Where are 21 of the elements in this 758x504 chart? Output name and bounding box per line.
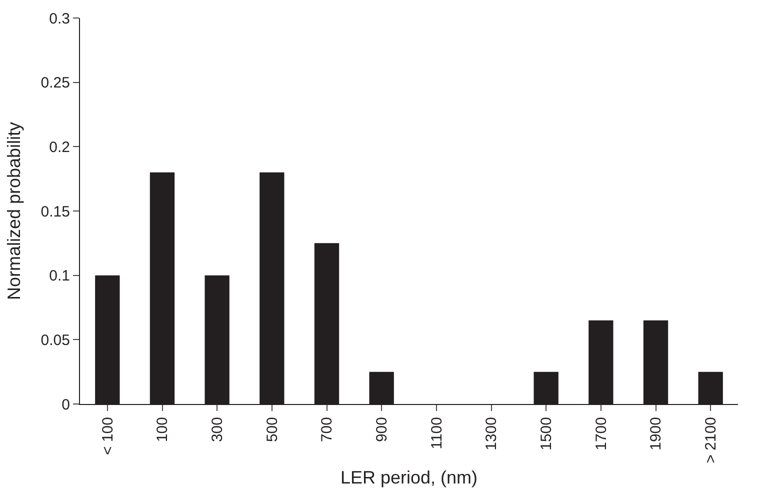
y-tick-label: 0.2 bbox=[49, 138, 70, 156]
x-tick-label: 900 bbox=[373, 417, 390, 442]
y-tick-label: 0.15 bbox=[40, 203, 70, 220]
y-tick-label: 0.1 bbox=[49, 268, 70, 285]
x-tick-label: 700 bbox=[318, 417, 336, 442]
y-tick-label: 0.05 bbox=[40, 332, 70, 349]
x-tick-label: 1900 bbox=[648, 417, 665, 450]
x-tick-label: 1500 bbox=[538, 417, 555, 450]
x-tick-label: 100 bbox=[154, 417, 172, 442]
x-tick-label: < 100 bbox=[99, 417, 116, 455]
y-tick-label: 0.25 bbox=[40, 74, 70, 92]
x-tick-label: 1700 bbox=[592, 417, 610, 450]
x-axis-title: LER period, (nm) bbox=[340, 467, 478, 488]
y-axis-title: Normalized probability bbox=[4, 122, 24, 300]
x-tick-label: 1300 bbox=[483, 417, 500, 450]
x-tick-label: 1100 bbox=[428, 417, 446, 450]
y-tick-label: 0 bbox=[62, 396, 70, 414]
x-tick-label: 500 bbox=[264, 417, 281, 442]
x-tick-label: 300 bbox=[208, 417, 226, 442]
x-tick-label: > 2100 bbox=[702, 417, 720, 464]
y-tick-label: 0.3 bbox=[49, 10, 70, 28]
